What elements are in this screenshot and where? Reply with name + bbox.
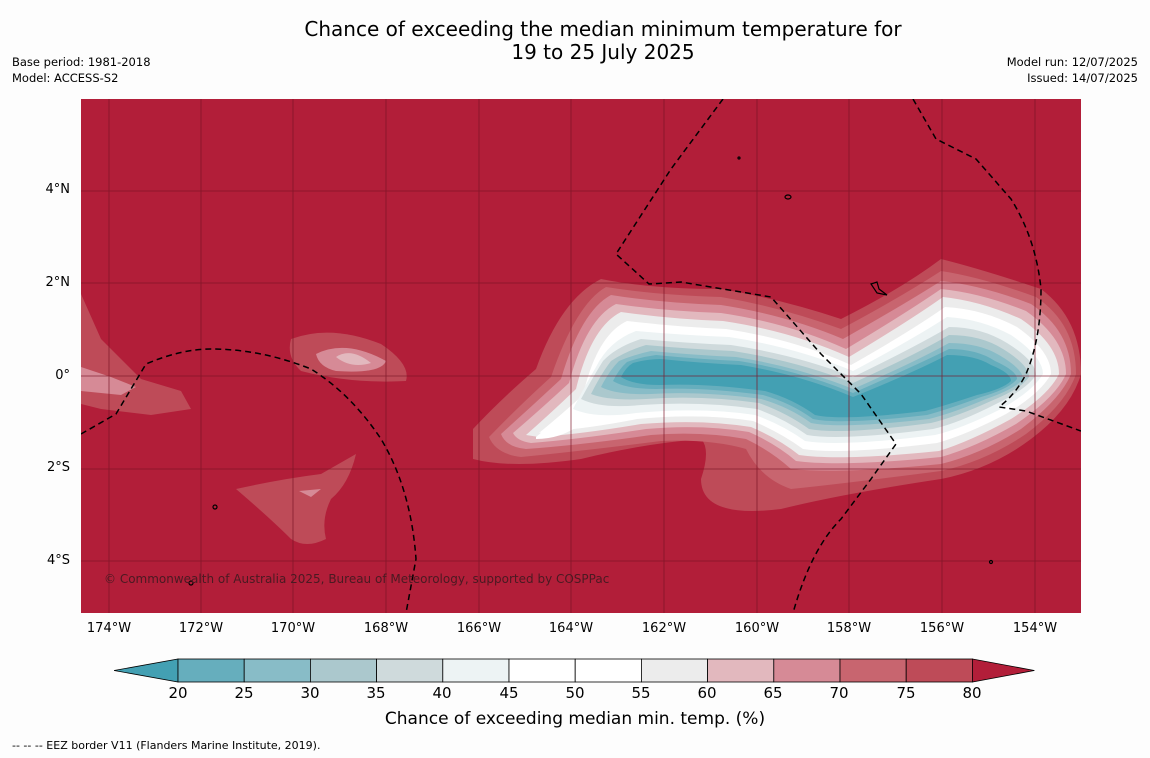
lon-label-166w: 166°W: [456, 621, 502, 636]
lon-label-168w: 168°W: [363, 621, 409, 636]
colorbar-tick-45: 45: [499, 684, 519, 702]
colorbar-cell: [376, 658, 444, 683]
eez-borders: [81, 99, 1081, 613]
metadata-right: Model run: 12/07/2025 Issued: 14/07/2025: [1007, 54, 1138, 86]
colorbar-tick-30: 30: [300, 684, 320, 702]
map-area: [81, 99, 1081, 613]
colorbar-tick-65: 65: [763, 684, 783, 702]
lon-label-170w: 170°W: [270, 621, 316, 636]
lon-label-154w: 154°W: [1012, 621, 1058, 636]
colorbar-cell: [839, 658, 907, 683]
colorbar-cell: [905, 658, 973, 683]
colorbar-tick-25: 25: [234, 684, 254, 702]
model-run-text: Model run: 12/07/2025: [1006, 55, 1138, 69]
colorbar-cell: [442, 658, 510, 683]
main-anomaly-band: [473, 259, 1081, 511]
colorbar-tick-40: 40: [432, 684, 452, 702]
copyright-text: © Commonwealth of Australia 2025, Bureau…: [104, 572, 610, 586]
south-anomaly-blob: [236, 454, 356, 544]
lon-label-156w: 156°W: [919, 621, 965, 636]
title-line-1: Chance of exceeding the median minimum t…: [304, 17, 902, 41]
lat-label-4n: 4°N: [45, 182, 71, 197]
colorbar-cell: [773, 658, 841, 683]
colorbar-extend-high: [972, 658, 1035, 683]
lat-label-0: 0°: [55, 368, 70, 383]
colorbar-cell: [309, 658, 377, 683]
eez-footnote: -- -- -- EEZ border V11 (Flanders Marine…: [12, 739, 321, 752]
colorbar-tick-55: 55: [631, 684, 651, 702]
colorbar-tick-50: 50: [565, 684, 585, 702]
chart-title: Chance of exceeding the median minimum t…: [0, 18, 1150, 64]
lon-label-160w: 160°W: [734, 621, 780, 636]
map-svg: [81, 99, 1081, 613]
colorbar-cell: [243, 658, 311, 683]
lon-label-158w: 158°W: [826, 621, 872, 636]
north-anomaly-blob: [289, 332, 407, 382]
base-period-text: Base period: 1981-2018: [12, 55, 151, 69]
lat-label-2n: 2°N: [45, 275, 71, 290]
metadata-left: Base period: 1981-2018 Model: ACCESS-S2: [12, 54, 151, 86]
lat-label-4s: 4°S: [46, 553, 70, 568]
lat-label-2s: 2°S: [46, 460, 70, 475]
issued-text: Issued: 14/07/2025: [1027, 71, 1138, 85]
lon-label-172w: 172°W: [178, 621, 224, 636]
colorbar-cell: [574, 658, 642, 683]
colorbar-tick-35: 35: [366, 684, 386, 702]
colorbar-tick-60: 60: [697, 684, 717, 702]
colorbar-extend-low: [114, 658, 179, 683]
lon-label-174w: 174°W: [86, 621, 132, 636]
islands: [188, 156, 994, 586]
model-text: Model: ACCESS-S2: [12, 71, 119, 85]
colorbar-cell: [707, 658, 775, 683]
colorbar-cell: [177, 658, 245, 683]
colorbar: [114, 658, 1035, 683]
colorbar-tick-80: 80: [962, 684, 982, 702]
lon-label-164w: 164°W: [548, 621, 594, 636]
colorbar-cell: [508, 658, 576, 683]
colorbar-tick-75: 75: [896, 684, 916, 702]
colorbar-tick-70: 70: [829, 684, 849, 702]
colorbar-label: Chance of exceeding median min. temp. (%…: [384, 709, 766, 729]
colorbar-cell: [641, 658, 709, 683]
title-line-2: 19 to 25 July 2025: [511, 40, 695, 64]
graticule: [81, 99, 1081, 613]
colorbar-tick-20: 20: [168, 684, 188, 702]
lon-label-162w: 162°W: [641, 621, 687, 636]
west-anomaly-region: [81, 294, 191, 415]
